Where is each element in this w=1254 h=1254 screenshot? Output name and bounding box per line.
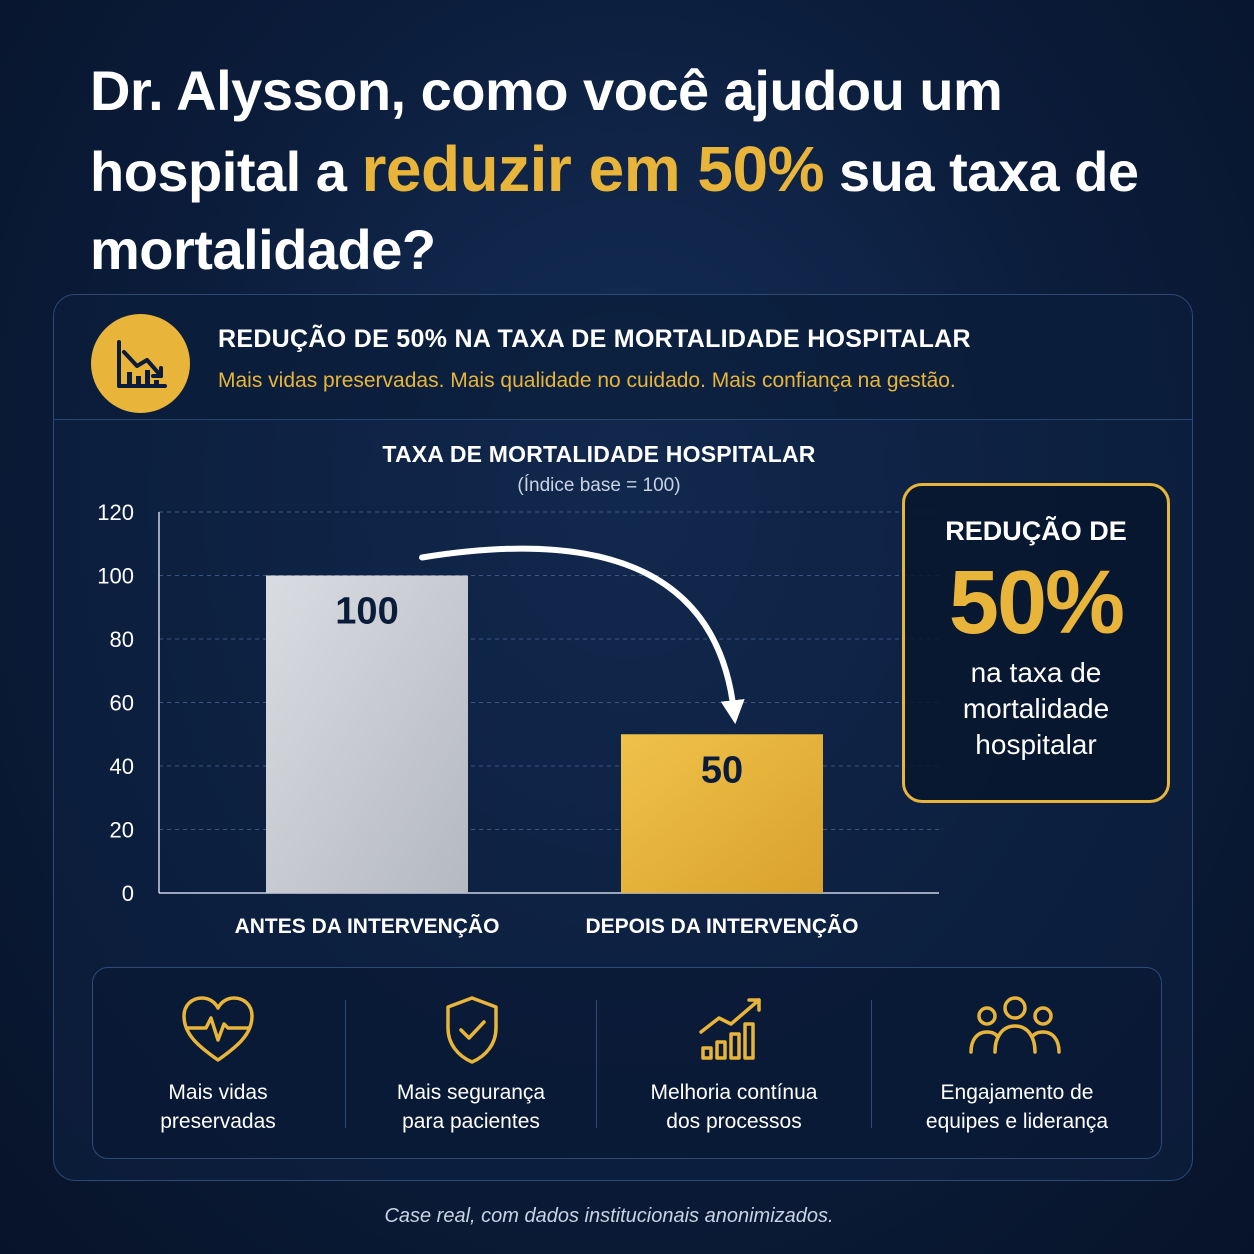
callout-percentage: 50% (948, 553, 1125, 653)
bar-before (266, 575, 468, 893)
feature-label: Mais segurança para pacientes (396, 1081, 546, 1133)
card-subtitle: Mais vidas preservadas. Mais qualidade n… (218, 369, 956, 392)
y-tick-label: 40 (110, 754, 134, 779)
headline-part1: Dr. Alysson, como você ajudou um hospita… (90, 59, 1003, 203)
feature-safety: Mais segurança para pacientes (346, 968, 596, 1158)
y-tick-label: 100 (97, 564, 134, 589)
reduction-callout: REDUÇÃO DE 50% na taxa de mortalidade ho… (902, 483, 1170, 803)
y-tick-label: 60 (110, 691, 134, 716)
y-tick-label: 0 (122, 881, 134, 906)
bar-after (621, 734, 823, 893)
y-tick-label: 120 (97, 500, 134, 525)
reduction-arrow (419, 545, 745, 725)
bar-data-label: 50 (701, 749, 743, 791)
footnote: Case real, com dados institucionais anon… (384, 1205, 834, 1227)
headline-highlight: reduzir em 50% (361, 133, 824, 205)
callout-bottom: na taxa de mortalidade hospitalar (962, 657, 1110, 760)
feature-engagement: Engajamento de equipes e liderança (872, 968, 1162, 1158)
chart-subtitle: (Índice base = 100) (517, 475, 681, 496)
card-header: REDUÇÃO DE 50% NA TAXA DE MORTALIDADE HO… (54, 295, 1192, 420)
declining-chart-icon (91, 314, 190, 413)
results-card: REDUÇÃO DE 50% NA TAXA DE MORTALIDADE HO… (53, 294, 1193, 1181)
shield-check-icon (442, 994, 502, 1071)
divider (596, 1000, 597, 1128)
mortality-bar-chart: 0 20 40 60 80 100 120 100 ANTES DA INTERVENÇÃO 50… (97, 500, 939, 938)
feature-label: Melhoria contínua dos processos (650, 1081, 818, 1133)
headline-part2: sua taxa de mortalidade? (90, 140, 1139, 281)
feature-lives: Mais vidas preservadas (93, 968, 343, 1158)
category-label: DEPOIS DA INTERVENÇÃO (585, 915, 858, 938)
category-label: ANTES DA INTERVENÇÃO (235, 915, 500, 938)
divider (871, 1000, 872, 1128)
divider (345, 1000, 346, 1128)
feature-label: Engajamento de equipes e liderança (925, 1081, 1109, 1133)
team-icon (967, 994, 1063, 1063)
heart-pulse-icon (178, 994, 258, 1071)
chart-title: TAXA DE MORTALIDADE HOSPITALAR (382, 441, 816, 467)
growth-chart-icon (697, 994, 771, 1071)
callout-top: REDUÇÃO DE (945, 516, 1127, 546)
benefits-panel: Mais vidas preservadas Mais segurança pa… (92, 967, 1162, 1159)
y-tick-label: 80 (110, 627, 134, 652)
feature-label: Mais vidas preservadas (160, 1081, 276, 1133)
headline: Dr. Alysson, como você ajudou um hospita… (90, 52, 1190, 289)
card-title: REDUÇÃO DE 50% NA TAXA DE MORTALIDADE HO… (218, 325, 971, 353)
y-tick-label: 20 (110, 818, 134, 843)
feature-improvement: Melhoria contínua dos processos (597, 968, 871, 1158)
bar-data-label: 100 (335, 591, 398, 633)
